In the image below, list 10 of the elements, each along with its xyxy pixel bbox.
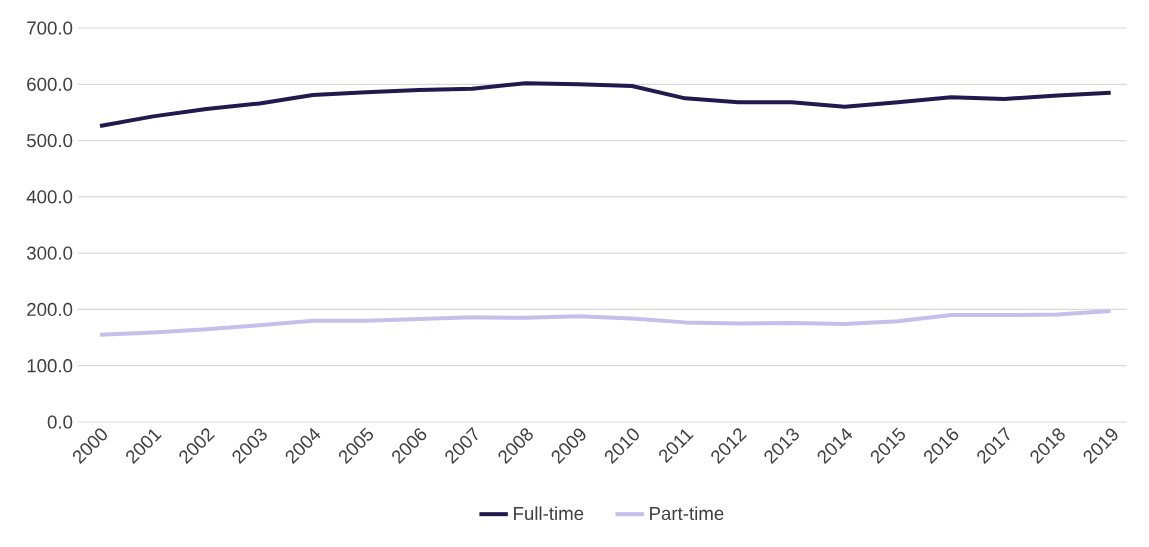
legend-label: Part-time bbox=[650, 506, 724, 521]
y-tick-label: 100.0 bbox=[27, 359, 73, 373]
y-tick-label: 500.0 bbox=[26, 133, 73, 148]
y-tick-label: 0.0 bbox=[47, 415, 73, 429]
legend-label: Full-time bbox=[514, 506, 584, 521]
y-tick-label: 400.0 bbox=[26, 190, 73, 204]
y-tick-label: 200.0 bbox=[27, 302, 73, 317]
y-tick-label: 300.0 bbox=[26, 246, 73, 260]
y-tick-label: 700.0 bbox=[27, 21, 73, 35]
y-tick-label: 600.0 bbox=[27, 77, 73, 91]
